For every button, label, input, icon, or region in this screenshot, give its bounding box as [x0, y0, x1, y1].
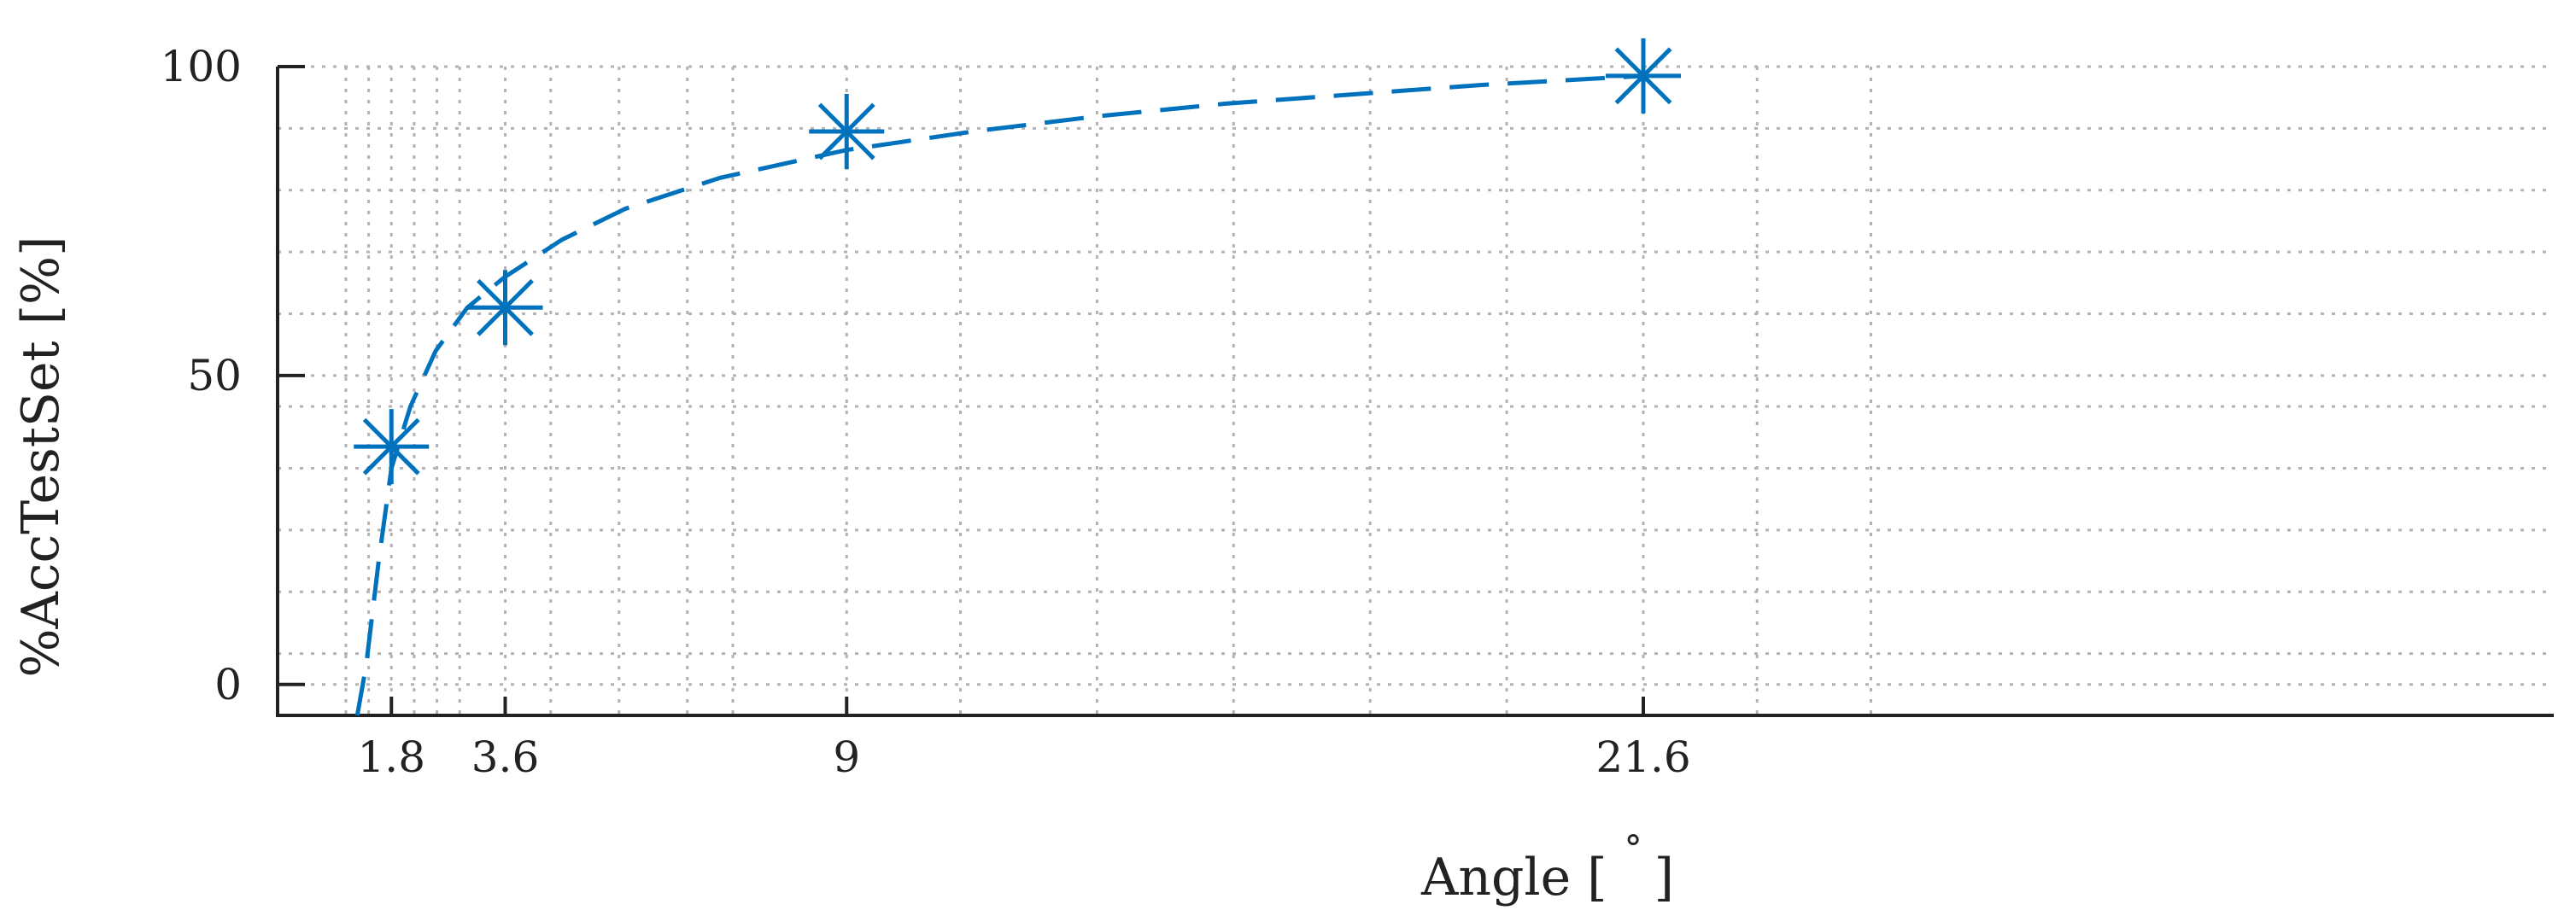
axes	[276, 65, 2554, 717]
data-point	[354, 409, 430, 485]
x-axis-title-close: ]	[1654, 848, 1674, 907]
x-axis-title: Angle [ °]	[1420, 827, 1674, 907]
marker-stroke	[1614, 47, 1672, 105]
tick-labels: 0 50 100 1.8 3.6 9 21.6	[161, 42, 1691, 782]
marker-stroke	[817, 102, 875, 160]
x-tick-label: 1.8	[357, 732, 425, 782]
axis-frame	[276, 67, 2554, 717]
y-tick-label: 0	[214, 660, 242, 709]
data-point	[809, 94, 885, 169]
y-axis-title: %AccTestSet [%]	[11, 236, 71, 678]
y-tick-label: 50	[187, 351, 242, 400]
x-tick-label: 9	[833, 732, 860, 782]
marker-stroke	[477, 278, 534, 336]
x-axis-title-text: Angle [	[1420, 848, 1607, 907]
plot-area	[354, 38, 1681, 716]
fit-curve	[354, 73, 1644, 716]
x-axis-title-unit: °	[1625, 827, 1642, 869]
x-tick-label: 21.6	[1595, 732, 1690, 782]
data-point	[1606, 38, 1681, 114]
y-tick-label: 100	[161, 42, 242, 91]
data-point	[467, 270, 543, 346]
grid	[278, 65, 2554, 715]
marker-stroke	[362, 417, 420, 476]
x-tick-label: 3.6	[471, 732, 540, 782]
